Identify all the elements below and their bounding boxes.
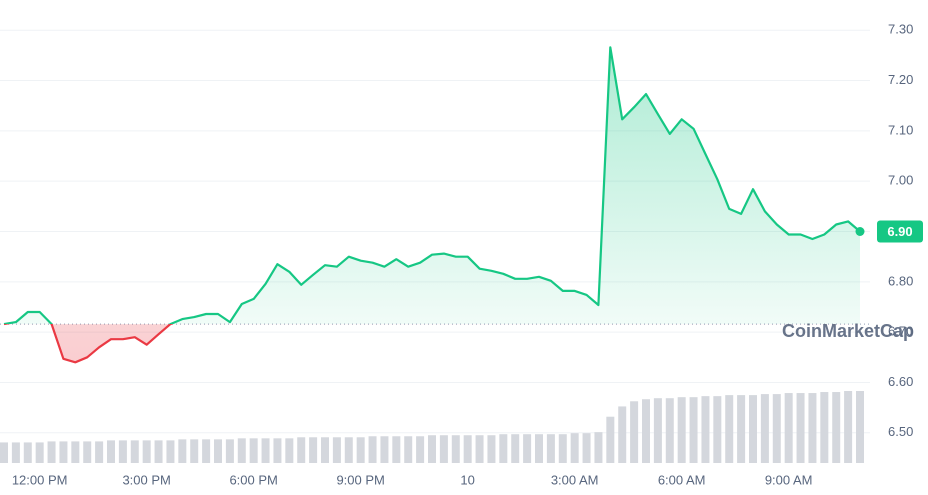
- volume-bar: [297, 437, 306, 463]
- x-tick-label: 10: [460, 472, 474, 487]
- volume-bar: [701, 396, 710, 463]
- volume-bar: [332, 437, 341, 463]
- volume-bar: [23, 442, 32, 463]
- volume-bar: [142, 440, 151, 463]
- y-tick-label: 7.20: [888, 72, 913, 87]
- volume-bar: [107, 440, 115, 463]
- price-badge: [877, 220, 923, 243]
- volume-bar: [832, 392, 841, 463]
- x-tick-label: 9:00 AM: [765, 472, 813, 487]
- volume-bar: [618, 406, 627, 463]
- y-tick-label: 7.30: [888, 22, 913, 37]
- volume-bar: [309, 437, 318, 463]
- volume-bar: [35, 442, 44, 463]
- volume-bar: [356, 437, 365, 463]
- volume-bar: [558, 434, 567, 463]
- volume-bar: [190, 439, 199, 463]
- x-tick-label: 9:00 PM: [336, 472, 384, 487]
- last-point: [855, 227, 865, 236]
- volume-bar: [487, 435, 496, 463]
- volume-bar: [59, 441, 68, 463]
- watermark: CoinMarketCap: [782, 321, 914, 341]
- volume-bar: [392, 436, 401, 463]
- volume-bar: [439, 435, 448, 463]
- volume-bar: [368, 436, 377, 463]
- price-line: [3, 46, 861, 364]
- volume-bar: [844, 391, 853, 463]
- x-tick-label: 12:00 PM: [12, 472, 68, 487]
- volume-bar: [71, 441, 80, 463]
- volume-bar: [321, 437, 329, 463]
- volume-bar: [118, 440, 127, 463]
- volume-bar: [344, 437, 353, 463]
- x-tick-label: 3:00 PM: [122, 472, 170, 487]
- volume-bar: [546, 434, 555, 463]
- volume-bar: [166, 440, 175, 463]
- y-tick-label: 6.70: [888, 324, 913, 339]
- area-below: [51, 324, 171, 363]
- volume-bar: [202, 439, 211, 463]
- x-tick-label: 3:00 AM: [551, 472, 599, 487]
- volume-bar: [689, 397, 698, 463]
- volume-bar: [499, 434, 508, 463]
- volume-bar: [11, 442, 20, 463]
- volume-bar: [416, 436, 425, 463]
- y-tick-label: 6.80: [888, 273, 913, 288]
- volume-bar: [261, 438, 270, 463]
- volume-bar: [677, 397, 686, 463]
- volume-bar: [83, 441, 92, 463]
- x-tick-label: 6:00 PM: [229, 472, 277, 487]
- volume-bar: [665, 398, 674, 463]
- volume-bar: [796, 393, 805, 463]
- x-tick-label: 6:00 AM: [658, 472, 706, 487]
- volume-bar: [784, 393, 793, 463]
- volume-bar: [570, 433, 579, 463]
- volume-bar: [428, 435, 436, 463]
- volume-bar: [154, 440, 163, 463]
- volume-bar: [630, 401, 639, 463]
- volume-bar: [273, 438, 282, 463]
- volume-bar: [47, 441, 56, 463]
- volume-bar: [713, 396, 722, 463]
- volume-bar: [820, 392, 829, 463]
- volume-bar: [95, 441, 104, 463]
- y-tick-label: 6.50: [888, 424, 913, 439]
- volume-bar: [737, 395, 746, 463]
- volume-bar: [594, 432, 603, 463]
- volume-bar: [856, 391, 864, 463]
- volume-bar: [237, 438, 246, 463]
- volume-bar: [749, 395, 757, 463]
- volume-bar: [285, 438, 294, 463]
- y-tick-label: 6.60: [888, 374, 913, 389]
- volume-bar: [380, 436, 389, 463]
- volume-bar: [606, 416, 615, 463]
- y-tick-label: 7.00: [888, 173, 913, 188]
- volume-bar: [404, 436, 413, 463]
- volume-bar: [463, 435, 472, 463]
- volume-bar: [225, 439, 234, 463]
- volume-bar: [772, 394, 781, 463]
- volume-bar: [642, 399, 650, 463]
- volume-bar: [511, 434, 520, 463]
- volume-bar: [475, 435, 484, 463]
- price-label: 6.90: [887, 224, 912, 239]
- volume-bar: [130, 440, 139, 463]
- volume-bar: [0, 442, 8, 463]
- volume-bar: [808, 393, 817, 463]
- volume-bar: [214, 439, 222, 463]
- volume-bar: [725, 395, 734, 463]
- volume-bar: [582, 433, 591, 463]
- volume-bar: [451, 435, 460, 463]
- volume-bar: [760, 394, 769, 463]
- volume-bar: [249, 438, 258, 463]
- volume-bar: [535, 434, 543, 463]
- volume-bar: [178, 439, 187, 463]
- area-above: [4, 47, 860, 325]
- volume-bar: [523, 434, 532, 463]
- y-tick-label: 7.10: [888, 122, 913, 137]
- volume-bar: [653, 398, 662, 463]
